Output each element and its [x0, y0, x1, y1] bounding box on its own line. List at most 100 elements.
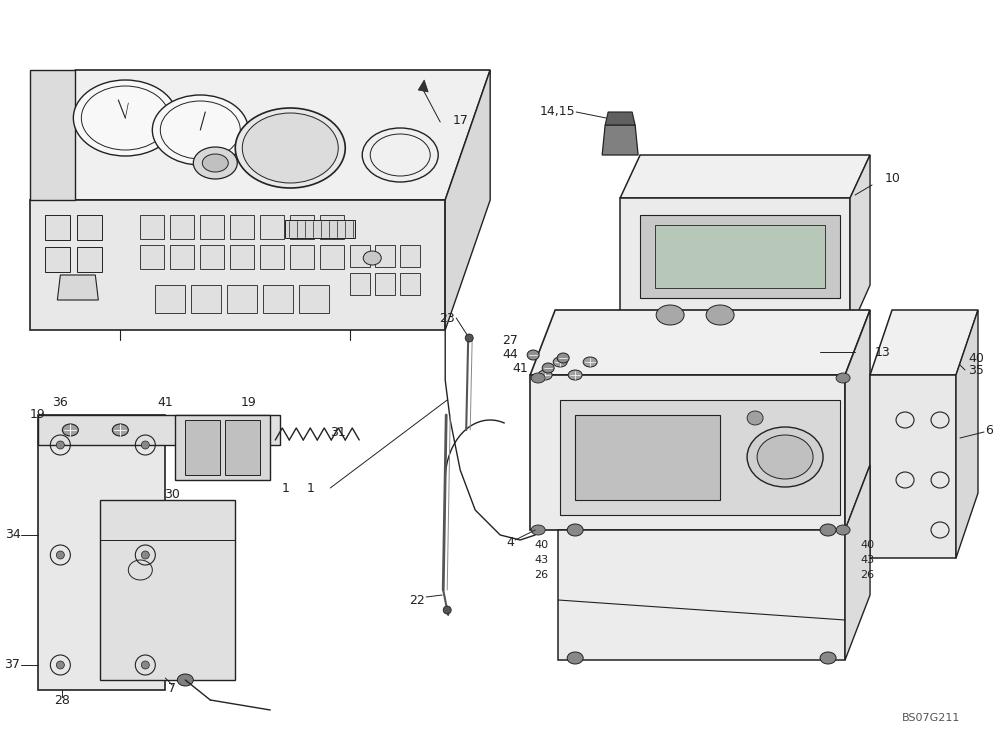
Polygon shape [170, 245, 194, 269]
Polygon shape [956, 310, 978, 558]
Polygon shape [100, 500, 235, 680]
Polygon shape [575, 415, 720, 500]
Ellipse shape [56, 551, 64, 559]
Text: 41: 41 [157, 395, 173, 408]
Ellipse shape [177, 674, 193, 686]
Polygon shape [191, 285, 221, 313]
Ellipse shape [820, 524, 836, 536]
Ellipse shape [141, 551, 149, 559]
Polygon shape [400, 273, 420, 295]
Ellipse shape [553, 357, 567, 367]
Text: 26: 26 [860, 570, 874, 580]
Ellipse shape [656, 305, 684, 325]
Ellipse shape [73, 80, 177, 156]
Ellipse shape [465, 334, 473, 342]
Polygon shape [175, 415, 270, 480]
Polygon shape [870, 310, 978, 375]
Text: 13: 13 [875, 346, 891, 359]
Text: 34: 34 [5, 529, 20, 542]
Ellipse shape [112, 424, 128, 436]
Ellipse shape [706, 305, 734, 325]
Polygon shape [285, 220, 355, 238]
Text: 17: 17 [452, 113, 468, 127]
Polygon shape [850, 155, 870, 330]
Polygon shape [320, 215, 344, 239]
Ellipse shape [202, 154, 228, 172]
Ellipse shape [527, 350, 539, 360]
Text: 28: 28 [54, 693, 70, 706]
Polygon shape [375, 245, 395, 267]
Polygon shape [418, 80, 428, 92]
Text: 44: 44 [502, 348, 518, 362]
Polygon shape [225, 420, 260, 475]
Polygon shape [655, 225, 825, 288]
Ellipse shape [141, 441, 149, 449]
Ellipse shape [568, 370, 582, 380]
Polygon shape [845, 310, 870, 530]
Polygon shape [620, 155, 870, 198]
Polygon shape [350, 273, 370, 295]
Text: BS07G211: BS07G211 [902, 713, 960, 723]
Ellipse shape [141, 661, 149, 669]
Polygon shape [30, 200, 445, 330]
Polygon shape [320, 245, 344, 269]
Text: 43: 43 [860, 555, 874, 565]
Text: 10: 10 [885, 171, 901, 184]
Polygon shape [77, 215, 102, 240]
Polygon shape [445, 70, 490, 330]
Text: 1: 1 [281, 482, 289, 495]
Polygon shape [530, 375, 845, 530]
Ellipse shape [242, 113, 338, 183]
Text: 31: 31 [330, 425, 346, 438]
Polygon shape [290, 245, 314, 269]
Text: 37: 37 [4, 659, 20, 671]
Text: 41: 41 [512, 362, 528, 375]
Polygon shape [640, 215, 840, 298]
Ellipse shape [443, 606, 451, 614]
Text: 40: 40 [968, 351, 984, 365]
Polygon shape [185, 420, 220, 475]
Text: 19: 19 [30, 408, 45, 422]
Polygon shape [140, 245, 164, 269]
Ellipse shape [567, 524, 583, 536]
Text: 7: 7 [168, 681, 176, 695]
Polygon shape [45, 247, 70, 272]
Polygon shape [260, 215, 284, 239]
Ellipse shape [362, 128, 438, 182]
Polygon shape [263, 285, 293, 313]
Text: 43: 43 [534, 555, 548, 565]
Polygon shape [845, 465, 870, 660]
Text: 26: 26 [534, 570, 548, 580]
Polygon shape [227, 285, 257, 313]
Polygon shape [155, 285, 185, 313]
Polygon shape [57, 275, 98, 300]
Ellipse shape [820, 652, 836, 664]
Ellipse shape [557, 353, 569, 363]
Ellipse shape [193, 147, 237, 179]
Ellipse shape [567, 652, 583, 664]
Ellipse shape [836, 525, 850, 535]
Text: 35: 35 [968, 364, 984, 376]
Polygon shape [77, 247, 102, 272]
Polygon shape [200, 215, 224, 239]
Polygon shape [605, 112, 635, 125]
Polygon shape [45, 215, 70, 240]
Ellipse shape [757, 435, 813, 479]
Ellipse shape [583, 357, 597, 367]
Ellipse shape [836, 373, 850, 383]
Text: 19: 19 [240, 395, 256, 408]
Polygon shape [560, 400, 840, 515]
Polygon shape [350, 245, 370, 267]
Ellipse shape [747, 427, 823, 487]
Polygon shape [230, 215, 254, 239]
Polygon shape [140, 215, 164, 239]
Ellipse shape [152, 95, 248, 165]
Polygon shape [602, 125, 638, 155]
Text: 4: 4 [506, 537, 514, 550]
Text: 23: 23 [439, 312, 455, 324]
Text: 40: 40 [860, 540, 874, 550]
Text: 6: 6 [985, 424, 993, 436]
Ellipse shape [363, 251, 381, 265]
Polygon shape [30, 70, 490, 200]
Text: 1: 1 [306, 482, 314, 495]
